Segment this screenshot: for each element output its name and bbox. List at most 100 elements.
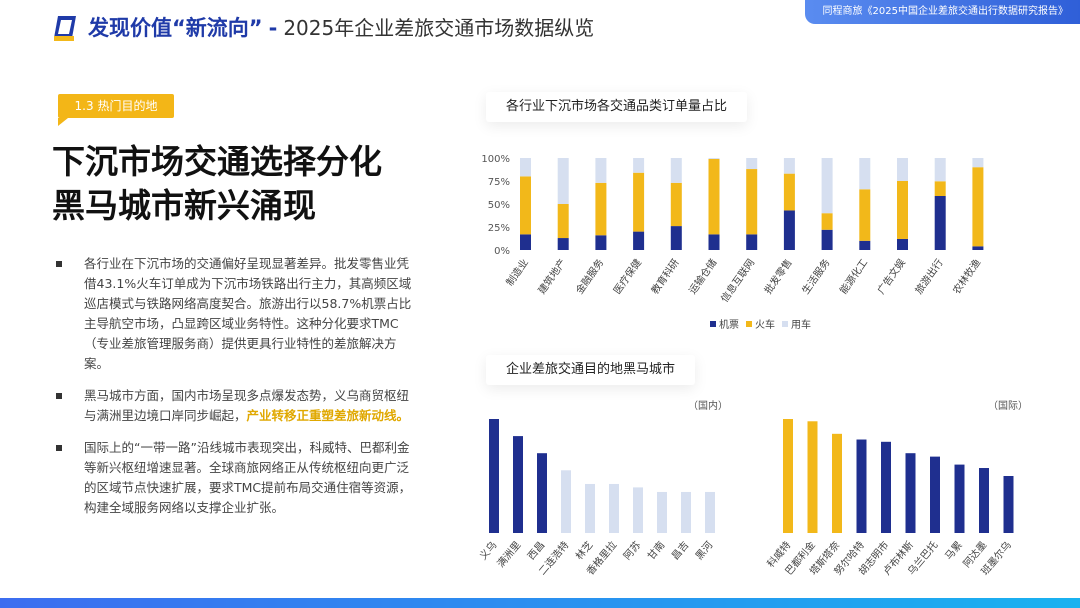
bullet-item: 国际上的“一带一路”沿线城市表现突出，科威特、巴都利金等新兴枢纽增速显著。全球商… <box>56 438 416 518</box>
bar-segment-机票 <box>934 195 946 250</box>
bar-segment-用车 <box>897 158 908 181</box>
city-bar <box>537 453 547 533</box>
x-tick-label: 批发零售 <box>761 256 795 296</box>
page-title: 发现价值“新流向” -2025年企业差旅交通市场数据纵览 <box>88 12 594 42</box>
bottom-bar <box>0 598 1080 608</box>
bullet-text: 国际上的“一带一路”沿线城市表现突出，科威特、巴都利金等新兴枢纽增速显著。全球商… <box>84 440 412 515</box>
bar-segment-火车 <box>821 213 833 230</box>
x-tick-label: 旅游出行 <box>912 256 946 296</box>
city-label: 马累 <box>943 539 965 562</box>
city-bar <box>954 464 965 533</box>
city-bar <box>513 436 523 533</box>
city-bar <box>856 439 867 533</box>
city-label: 甘南 <box>644 539 667 563</box>
bullet-list: 各行业在下沉市场的交通偏好呈现显著差异。批发零售业凭借43.1%火车订单成为下沉… <box>56 254 416 530</box>
city-bar <box>807 421 818 533</box>
city-label: 满洲里 <box>495 539 523 570</box>
bar-segment-机票 <box>783 210 795 250</box>
x-tick-label: 金融服务 <box>573 256 607 296</box>
x-tick-label: 建筑地产 <box>535 256 569 296</box>
title-separator: - <box>268 16 278 40</box>
city-label: 林芝 <box>572 539 595 563</box>
bullet-item: 各行业在下沉市场的交通偏好呈现显著差异。批发零售业凭借43.1%火车订单成为下沉… <box>56 254 416 374</box>
chart-title-industry: 各行业下沉市场各交通品类订单量占比 <box>486 92 748 122</box>
city-bar <box>657 491 667 533</box>
legend-label: 用车 <box>791 318 811 331</box>
city-bar <box>489 419 499 533</box>
bar-segment-用车 <box>972 158 984 168</box>
bar-segment-机票 <box>859 240 871 250</box>
source-tag: 同程商旅《2025中国企业差旅交通出行数据研究报告》 <box>804 0 1080 24</box>
bar-segment-用车 <box>934 158 946 182</box>
y-tick-label: 25% <box>488 223 510 234</box>
city-bar <box>783 419 793 533</box>
x-tick-label: 生活服务 <box>799 256 833 296</box>
bar-segment-用车 <box>859 158 871 190</box>
city-bar <box>609 483 619 533</box>
y-tick-label: 75% <box>488 177 510 188</box>
city-bar <box>633 487 643 533</box>
bar-segment-火车 <box>557 204 569 239</box>
stacked-bar-chart: 0% 25% 50% 75% 100% 制造业 建筑地产 金融服务 医疗保健 教育科研 运输仓储 信息… <box>481 154 984 331</box>
bullet-text: 各行业在下沉市场的交通偏好呈现显著差异。批发零售业凭借43.1%火车订单成为下沉… <box>84 256 412 371</box>
bar-segment-机票 <box>897 238 908 250</box>
city-bar <box>881 441 891 533</box>
city-bar <box>561 470 571 533</box>
city-label: 昌吉 <box>669 539 691 562</box>
section-tag: 1.3 热门目的地 <box>58 94 174 126</box>
city-label: 西昌 <box>525 539 547 562</box>
bar-segment-火车 <box>520 176 531 235</box>
hero-line-1: 下沉市场交通选择分化 <box>52 142 382 181</box>
bar-segment-机票 <box>746 234 758 250</box>
bullet-square-icon <box>56 261 62 267</box>
bar-segment-用车 <box>520 158 531 177</box>
city-label: 黑河 <box>693 539 715 562</box>
city-bar <box>585 483 595 533</box>
city-label: 义乌 <box>476 539 499 563</box>
brand-logo-icon <box>54 16 76 41</box>
bar-segment-火车 <box>670 182 682 227</box>
y-tick-label: 50% <box>488 200 510 211</box>
hero-line-2: 黑马城市新兴涌现 <box>52 186 316 225</box>
city-bar <box>705 491 715 533</box>
bar-segment-火车 <box>972 167 984 247</box>
city-bar <box>930 456 940 533</box>
x-tick-label: 能源化工 <box>837 256 871 296</box>
chart-title-cities: 企业差旅交通目的地黑马城市 <box>486 355 696 385</box>
bar-segment-机票 <box>708 234 720 250</box>
city-bar <box>905 453 916 533</box>
city-bar <box>832 433 842 533</box>
legend-label: 火车 <box>755 318 775 331</box>
bullet-text: 黑马城市方面，国内市场呈现多点爆发态势，义乌商贸枢纽与满洲里边境口岸同步崛起， <box>84 388 410 423</box>
bar-segment-机票 <box>633 231 645 250</box>
bar-segment-用车 <box>821 158 833 214</box>
y-tick-label: 100% <box>481 154 510 165</box>
legend-swatch <box>782 321 788 327</box>
page-title-main: 发现价值“新流向” <box>88 16 263 40</box>
hero-headline: 下沉市场交通选择分化 黑马城市新兴涌现 <box>52 140 432 228</box>
bar-segment-火车 <box>633 172 645 232</box>
bullet-square-icon <box>56 393 62 399</box>
x-tick-label: 医疗保健 <box>610 256 644 296</box>
bar-segment-用车 <box>557 158 569 204</box>
bar-segment-火车 <box>708 158 720 235</box>
legend-label: 机票 <box>719 318 739 331</box>
page-title-sub: 2025年企业差旅交通市场数据纵览 <box>283 16 595 40</box>
bar-segment-火车 <box>859 189 871 241</box>
x-tick-label: 农林牧渔 <box>950 256 984 296</box>
bar-segment-用车 <box>595 158 607 183</box>
bar-segment-机票 <box>821 229 833 250</box>
x-tick-label: 教育科研 <box>648 256 682 296</box>
bar-segment-火车 <box>595 182 607 236</box>
x-tick-label: 运输仓储 <box>686 256 720 296</box>
bullet-highlight: 产业转移正重塑差旅新动线。 <box>246 408 410 423</box>
bar-segment-机票 <box>520 234 531 250</box>
city-bar <box>681 491 691 533</box>
bar-segment-用车 <box>633 158 645 173</box>
bar-segment-机票 <box>670 226 682 250</box>
group-label: （国际） <box>988 400 1028 412</box>
legend-swatch <box>710 321 716 327</box>
x-tick-label: 制造业 <box>503 256 531 288</box>
